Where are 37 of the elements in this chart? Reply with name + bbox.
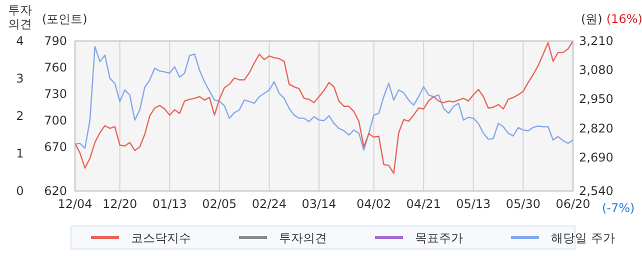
legend-label: 코스닥지수	[131, 231, 191, 245]
y3-axis-title: 투자의견	[8, 3, 32, 31]
x-tick-label: 04/02	[356, 197, 392, 211]
x-tick-label: 04/21	[406, 197, 441, 211]
y2-axis-title: (원)	[581, 12, 602, 26]
text: (-7%)	[602, 201, 635, 215]
legend-label: 해당일 주가	[551, 231, 615, 245]
y3-tick-label: 3	[16, 72, 24, 86]
x-tick-label: 05/30	[506, 197, 540, 211]
y-tick-label: 760	[44, 60, 67, 74]
x-tick-label: 12/04	[58, 197, 92, 211]
x-tick-label: 05/13	[456, 197, 491, 211]
x-tick-label: 03/14	[302, 197, 336, 211]
x-tick-label: 12/20	[102, 197, 138, 211]
y2-tick-label: 2,950	[579, 92, 614, 106]
y2-tick-label: 3,210	[579, 34, 614, 48]
y-tick-label: 620	[44, 184, 67, 198]
y-axis-title: (포인트)	[42, 12, 88, 26]
y3-tick-label: 1	[16, 146, 24, 160]
x-tick-label: 02/05	[202, 197, 237, 211]
x-tick-label: 06/20	[556, 197, 590, 211]
y-tick-label: 790	[44, 34, 67, 48]
y-tick-label: 670	[44, 140, 67, 154]
y3-tick-label: 4	[16, 34, 24, 48]
y-tick-label: 730	[44, 86, 67, 101]
y3-tick-label: 0	[16, 184, 24, 198]
x-tick-label: 02/24	[252, 197, 287, 211]
legend-label: 목표주가	[415, 231, 463, 245]
y3-tick-label: 2	[16, 109, 24, 123]
text: (16%)	[606, 12, 642, 26]
y2-tick-label: 2,690	[579, 150, 614, 164]
y-tick-label: 700	[44, 113, 67, 128]
y2-tick-label: 3,080	[579, 63, 614, 78]
y2-tick-label: 2,540	[579, 184, 614, 198]
y2-tick-label: 2,820	[579, 121, 614, 136]
legend-label: 투자의견	[279, 231, 327, 245]
x-tick-label: 01/13	[152, 197, 187, 211]
